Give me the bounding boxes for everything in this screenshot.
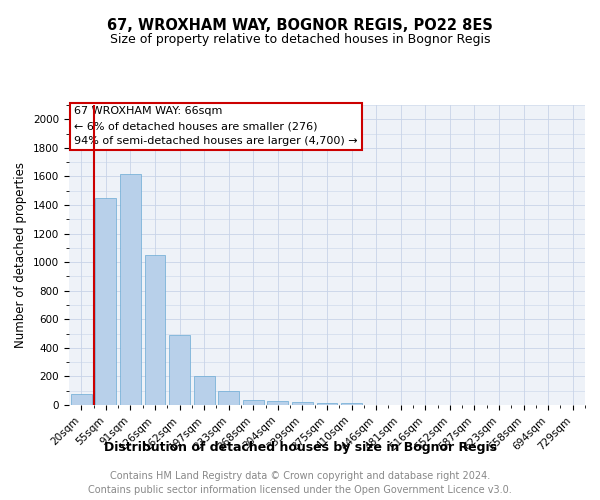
Bar [317, 403, 337, 405]
Bar [95, 198, 116, 405]
Bar [292, 402, 313, 405]
Bar [71, 394, 92, 405]
Bar [341, 403, 362, 405]
Y-axis label: Number of detached properties: Number of detached properties [14, 162, 28, 348]
Bar [145, 255, 166, 405]
Text: Contains HM Land Registry data © Crown copyright and database right 2024.
Contai: Contains HM Land Registry data © Crown c… [88, 471, 512, 495]
Bar [268, 402, 289, 405]
Bar [194, 376, 215, 405]
Text: 67 WROXHAM WAY: 66sqm
← 6% of detached houses are smaller (276)
94% of semi-deta: 67 WROXHAM WAY: 66sqm ← 6% of detached h… [74, 106, 358, 146]
Bar [243, 400, 264, 405]
Text: Size of property relative to detached houses in Bognor Regis: Size of property relative to detached ho… [110, 32, 490, 46]
Bar [218, 390, 239, 405]
Bar [169, 335, 190, 405]
Text: Distribution of detached houses by size in Bognor Regis: Distribution of detached houses by size … [104, 441, 497, 454]
Bar [120, 174, 141, 405]
Text: 67, WROXHAM WAY, BOGNOR REGIS, PO22 8ES: 67, WROXHAM WAY, BOGNOR REGIS, PO22 8ES [107, 18, 493, 32]
